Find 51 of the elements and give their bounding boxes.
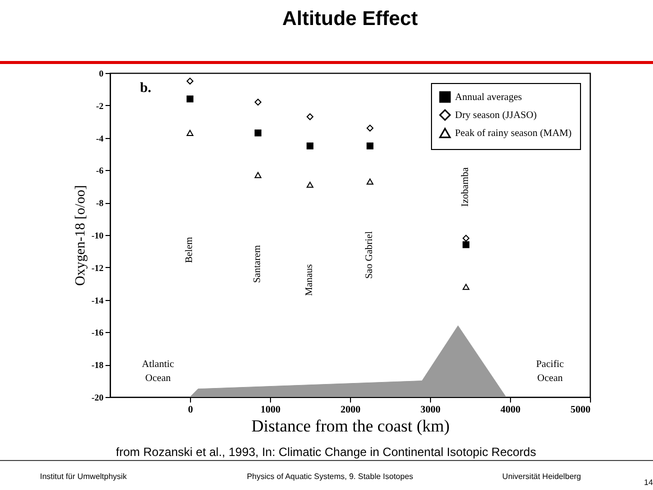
point <box>366 124 374 132</box>
y-tick-label: -20 <box>92 392 104 402</box>
text: Physics of Aquatic Systems, 9. Stable Isotopes <box>246 472 414 481</box>
y-tick-label: -4 <box>96 133 104 144</box>
chart-title: Altitude Effect <box>282 8 418 30</box>
annotation: Atlantic Ocean <box>140 358 176 386</box>
annotation: Pacific Ocean <box>535 358 565 386</box>
point <box>186 78 194 85</box>
annotation: Belem <box>184 236 195 264</box>
point <box>186 130 194 136</box>
annotation: Sao Gabriel <box>364 231 375 279</box>
point <box>306 142 314 150</box>
text: Institut für Umweltphysik <box>40 472 127 481</box>
point <box>462 241 470 248</box>
y-tick-label: -16 <box>92 328 104 338</box>
x-tick-label: 1000 <box>260 404 280 416</box>
x-tick-label: 5000 <box>570 404 590 416</box>
point <box>186 96 194 102</box>
x-tick-label: 2000 <box>340 404 360 416</box>
x-axis-title: Distance from the coast (km) <box>251 416 450 436</box>
x-tick-label: 4000 <box>500 404 520 416</box>
annotation: Izobamba <box>460 167 471 207</box>
legend-label: Peak of rainy season (MAM) <box>455 128 572 139</box>
point <box>462 284 470 290</box>
y-tick-label: -6 <box>96 166 104 176</box>
text: 14 <box>644 478 653 487</box>
y-tick-label: -10 <box>92 230 104 240</box>
text: Universität Heidelberg <box>502 472 581 481</box>
x-tick-label: 3000 <box>420 404 440 416</box>
y-tick-label: -2 <box>96 100 104 111</box>
text: from Rozanski et al., 1993, In: Climatic Change in Continental Isotopic Records <box>116 445 536 459</box>
annotation: Manaus <box>304 264 315 296</box>
point <box>366 178 374 185</box>
annotation: Santarem <box>252 245 263 283</box>
y-tick-label: -8 <box>96 198 104 208</box>
y-tick-label: -14 <box>92 295 104 306</box>
point <box>254 98 262 106</box>
y-tick-label: 0 <box>99 68 104 78</box>
legend-label: Annual averages <box>455 92 522 103</box>
point <box>462 234 470 242</box>
legend-label: Dry season (JJASO) <box>455 110 537 121</box>
point <box>254 130 262 136</box>
y-tick-label: -12 <box>92 262 104 273</box>
point <box>254 172 262 178</box>
annotation: b. <box>140 81 152 97</box>
x-tick-label: 0 <box>188 404 193 416</box>
point <box>306 113 314 120</box>
point <box>306 182 314 188</box>
y-axis-title: Oxygen-18 [o/oo] <box>74 185 89 286</box>
y-tick-label: -18 <box>92 360 104 370</box>
point <box>366 142 374 150</box>
